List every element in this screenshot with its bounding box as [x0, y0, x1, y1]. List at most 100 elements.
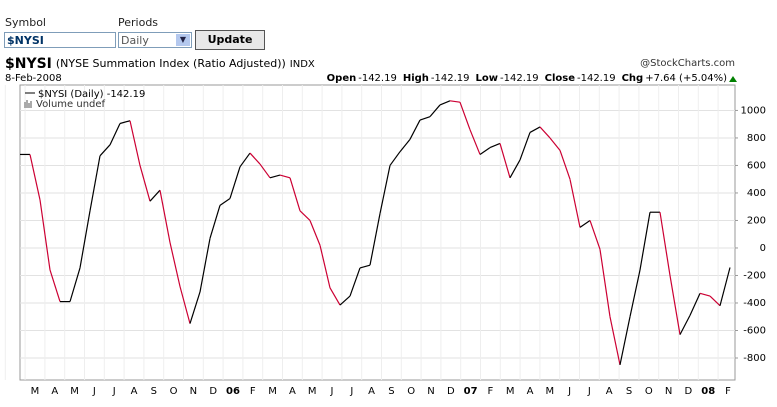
update-button[interactable]: Update [195, 30, 265, 50]
price-segment [449, 100, 461, 103]
x-tick-label: D [209, 386, 217, 397]
quote-label: High [403, 73, 429, 84]
price-segment [49, 269, 61, 302]
price-segment [409, 119, 421, 140]
price-segment [319, 245, 331, 288]
price-segment [39, 199, 51, 271]
quote-value: +7.64 (+5.04%) [645, 73, 727, 84]
y-tick-label: 200 [747, 215, 766, 226]
x-tick-label: A [527, 386, 534, 397]
price-segment [189, 291, 201, 324]
x-tick-label: A [51, 386, 58, 397]
price-segment [599, 249, 611, 317]
price-segment [559, 150, 571, 180]
price-segment [429, 104, 441, 118]
x-tick-label: M [70, 386, 79, 397]
date: 8-Feb-2008 [5, 73, 62, 84]
x-tick-label: J [587, 386, 591, 397]
x-tick-label: 08 [701, 386, 715, 397]
y-tick-label: -800 [743, 353, 766, 364]
price-segment [289, 177, 301, 212]
price-segment [249, 152, 261, 165]
x-tick-label: N [665, 386, 672, 397]
price-segment [379, 165, 391, 214]
x-tick-label: D [447, 386, 455, 397]
chart-title: $NYSI (NYSE Summation Index (Ratio Adjust… [5, 56, 315, 72]
price-segment [519, 132, 531, 161]
price-segment [119, 120, 131, 125]
periods-value: Daily [121, 34, 149, 47]
x-tick-label: O [407, 386, 415, 397]
price-segment [79, 210, 91, 269]
x-tick-label: 06 [226, 386, 240, 397]
legend-entry: Volume undef [36, 99, 106, 110]
x-tick-label: F [250, 386, 256, 397]
dropdown-arrow[interactable]: ▼ [176, 34, 190, 46]
exchange: INDX [290, 59, 315, 70]
x-tick-label: A [289, 386, 296, 397]
x-tick-label: J [112, 386, 116, 397]
price-segment [539, 126, 551, 139]
price-segment [149, 189, 161, 202]
x-tick-label: M [268, 386, 277, 397]
price-segment [709, 295, 721, 307]
price-segment [509, 159, 521, 179]
price-segment [399, 138, 411, 153]
x-tick-label: 07 [464, 386, 478, 397]
price-segment [469, 129, 481, 155]
price-segment [529, 126, 541, 133]
quote-label: Close [545, 73, 576, 84]
y-tick-label: 600 [747, 160, 766, 171]
quote-label: Open [327, 73, 357, 84]
x-tick-label: M [506, 386, 515, 397]
price-segment [639, 212, 651, 271]
quote-value: -142.19 [577, 73, 616, 84]
price-segment [329, 287, 341, 306]
periods-select[interactable]: Daily ▼ [118, 32, 192, 48]
x-tick-label: J [330, 386, 334, 397]
legend-entry: $NYSI (Daily) -142.19 [38, 89, 145, 100]
price-segment [339, 295, 351, 306]
price-segment [89, 155, 101, 211]
x-tick-label: F [488, 386, 494, 397]
y-tick-label: -200 [743, 270, 766, 281]
price-segment [259, 163, 271, 179]
price-segment [229, 166, 241, 199]
price-segment [299, 210, 311, 221]
volume-icon [24, 100, 32, 108]
price-segment [589, 220, 601, 250]
x-tick-label: J [349, 386, 353, 397]
quote-label: Low [476, 73, 498, 84]
price-segment [169, 242, 181, 287]
price-segment [369, 213, 381, 266]
price-segment [389, 151, 401, 166]
x-tick-label: F [725, 386, 731, 397]
symbol-input[interactable]: $NYSI [4, 32, 116, 48]
x-tick-label: D [685, 386, 693, 397]
price-segment [679, 315, 691, 335]
price-segment [219, 197, 231, 206]
x-tick-label: A [368, 386, 375, 397]
periods-label: Periods [118, 16, 159, 29]
price-segment [459, 101, 471, 130]
price-segment [619, 316, 631, 365]
x-tick-label: J [567, 386, 571, 397]
price-segment [109, 123, 121, 146]
price-segment [579, 219, 591, 228]
price-segment [269, 174, 281, 179]
x-tick-label: N [190, 386, 197, 397]
price-segment [719, 267, 731, 306]
price-segment [29, 154, 41, 200]
x-tick-label: S [388, 386, 394, 397]
price-segment [499, 143, 511, 178]
price-segment [129, 120, 141, 166]
price-segment [179, 286, 191, 324]
x-tick-label: A [131, 386, 138, 397]
price-segment [549, 137, 561, 151]
y-tick-label: 1000 [741, 105, 766, 116]
price-segment [699, 292, 711, 297]
price-segment [209, 205, 221, 239]
price-segment [659, 212, 671, 276]
